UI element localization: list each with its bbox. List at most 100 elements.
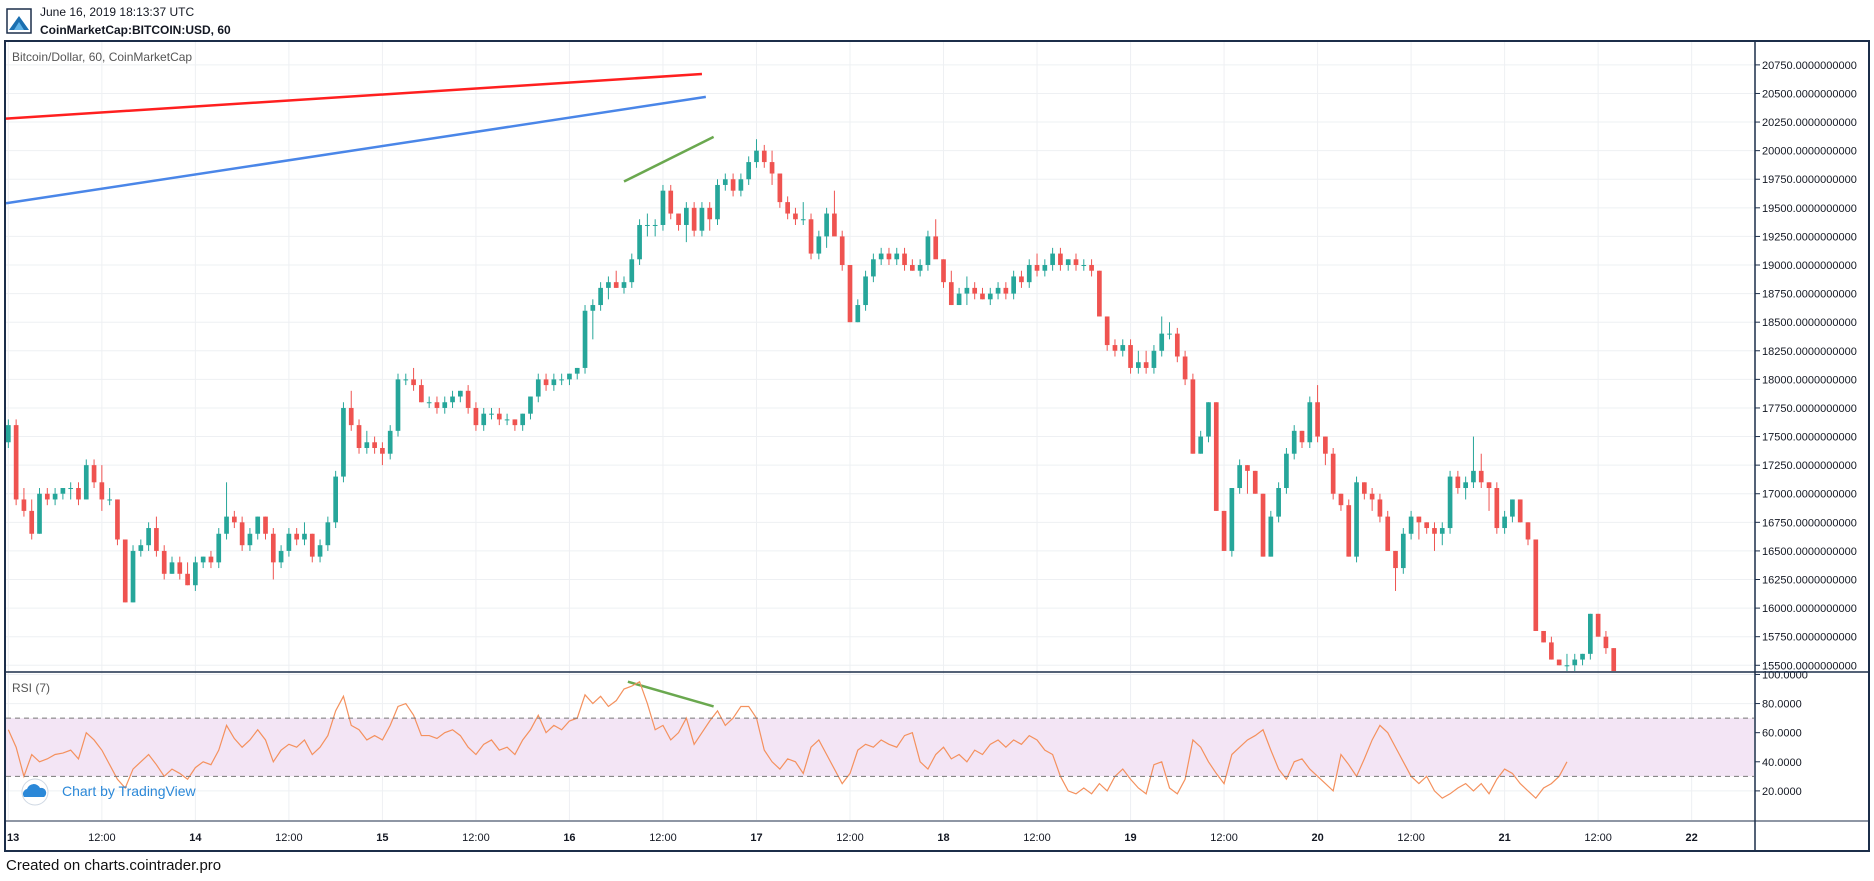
- candle-body: [832, 213, 837, 237]
- candle-body: [434, 402, 440, 408]
- candle-body: [1307, 402, 1313, 443]
- candle-body: [1073, 259, 1079, 266]
- price-axis-label: 16500.0000000000: [1762, 546, 1857, 558]
- candle-body: [1595, 613, 1601, 637]
- candle-body: [785, 202, 790, 214]
- candle: [1572, 653, 1578, 671]
- tradingview-watermark[interactable]: Chart by TradingView: [21, 778, 196, 806]
- price-axis-label: 15500.0000000000: [1762, 660, 1857, 672]
- candle-body: [1486, 482, 1492, 489]
- candle-body: [387, 430, 393, 454]
- candle-body: [1143, 362, 1149, 368]
- candle-body: [496, 413, 502, 420]
- candle: [278, 545, 284, 569]
- time-axis-label: 12:00: [88, 832, 116, 844]
- time-axis-label: 16: [563, 832, 575, 844]
- candle-body: [1510, 499, 1515, 517]
- price-axis-label: 18750.0000000000: [1762, 289, 1857, 301]
- candle-body: [333, 476, 338, 523]
- candle: [847, 265, 853, 323]
- candle-body: [1323, 436, 1328, 454]
- candle: [1011, 270, 1016, 300]
- candle: [115, 499, 120, 546]
- candle: [637, 219, 642, 266]
- candle: [224, 482, 229, 540]
- candle: [1533, 539, 1539, 631]
- candle-body: [278, 550, 284, 563]
- candle-body: [309, 533, 315, 557]
- candle: [442, 396, 448, 414]
- candle: [878, 247, 884, 266]
- candle: [917, 259, 923, 277]
- candle: [1159, 316, 1165, 357]
- candle-body: [29, 510, 35, 534]
- candle: [1245, 465, 1250, 494]
- candle: [1354, 476, 1359, 563]
- candle-body: [1471, 470, 1476, 483]
- candle-body: [956, 293, 962, 306]
- candle-body: [980, 293, 985, 300]
- candle-body: [1400, 533, 1406, 569]
- time-axis-label: 13: [7, 832, 19, 844]
- candle-body: [1136, 362, 1141, 368]
- candle-body: [878, 253, 884, 260]
- candle-body: [255, 516, 261, 534]
- candle: [1042, 259, 1048, 277]
- candle: [169, 556, 175, 574]
- candle: [1120, 339, 1126, 357]
- candle-body: [1416, 516, 1422, 523]
- candle: [1089, 259, 1094, 277]
- price-axis-label: 15750.0000000000: [1762, 632, 1857, 644]
- candle: [60, 488, 66, 500]
- time-axis[interactable]: 13 12:00 14 12:00 15 12:00 16 12:00 17 12:00 18 12:…: [7, 832, 1698, 844]
- candle: [419, 379, 424, 403]
- candle-body: [6, 425, 11, 443]
- candle: [528, 396, 533, 420]
- candle-body: [419, 385, 424, 403]
- candle: [1073, 253, 1079, 271]
- candle: [746, 156, 752, 185]
- chart-area[interactable]: 15500.0000000000 15750.0000000000 16000.00…: [0, 0, 1874, 855]
- candle-body: [1026, 265, 1032, 283]
- candle-body: [948, 282, 954, 306]
- candle: [691, 202, 697, 237]
- candle-body: [294, 533, 300, 540]
- candle: [793, 207, 798, 225]
- candle: [1432, 522, 1437, 551]
- price-axis-label: 16250.0000000000: [1762, 575, 1857, 587]
- candle: [185, 562, 190, 586]
- candle: [598, 282, 603, 311]
- candle-body: [761, 150, 767, 163]
- candle: [286, 528, 292, 557]
- candle-body: [660, 190, 666, 225]
- candle: [403, 373, 409, 386]
- candle: [1237, 459, 1242, 494]
- candle: [621, 276, 627, 294]
- candle: [107, 488, 112, 506]
- candle: [364, 430, 370, 454]
- candle: [496, 407, 502, 426]
- candle-body: [691, 207, 697, 231]
- candle: [263, 516, 268, 540]
- candle: [161, 545, 167, 580]
- candle: [995, 282, 1001, 300]
- price-axis[interactable]: 15500.0000000000 15750.0000000000 16000.00…: [1755, 60, 1857, 672]
- candle-body: [200, 556, 206, 563]
- candle: [1315, 385, 1320, 443]
- candle-body: [1252, 470, 1258, 494]
- candle: [1229, 488, 1235, 557]
- time-axis-label: 17: [750, 832, 762, 844]
- candle-body: [1424, 522, 1430, 529]
- candle-body: [1603, 636, 1609, 649]
- candle-body: [216, 533, 222, 563]
- candle: [839, 230, 845, 271]
- candle: [574, 367, 580, 380]
- candle-body: [1432, 528, 1437, 534]
- candle-body: [99, 482, 105, 500]
- trendlines[interactable]: [5, 72, 715, 708]
- candle-body: [808, 219, 814, 254]
- candle: [1510, 499, 1515, 523]
- candle-body: [1284, 453, 1289, 489]
- rsi-axis-label: 80.0000: [1762, 699, 1802, 711]
